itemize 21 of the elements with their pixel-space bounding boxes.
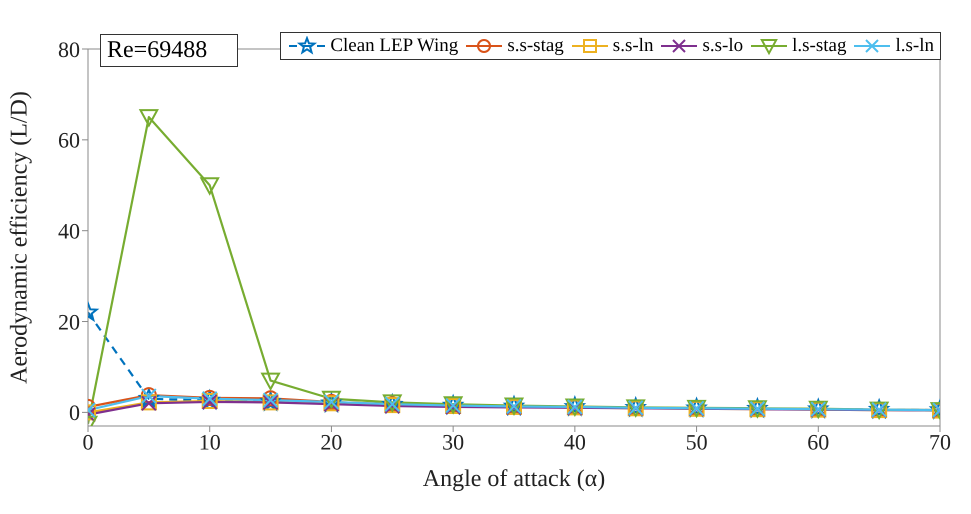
legend-label: l.s-stag	[792, 35, 846, 57]
legend-label: l.s-ln	[895, 35, 934, 57]
x-tick-label: 10	[198, 430, 221, 455]
y-tick-label: 0	[69, 400, 80, 426]
legend-label: Clean LEP Wing	[330, 35, 458, 57]
y-tick-label: 20	[58, 309, 80, 334]
y-tick-label: 40	[58, 218, 80, 244]
legend-label: s.s-ln	[612, 35, 654, 57]
x-tick-label: 60	[807, 430, 830, 455]
x-axis-title: Angle of attack (α)	[422, 466, 606, 492]
y-tick-label: 60	[58, 128, 80, 153]
x-tick-label: 50	[686, 430, 708, 455]
annotation: Re=69488	[100, 34, 238, 67]
legend-label: s.s-lo	[702, 35, 744, 57]
x-tick-label: 30	[442, 430, 464, 455]
y-axis-title: Aerodynamic efficiency (L/D)	[6, 91, 33, 384]
x-tick-label: 40	[564, 430, 586, 455]
y-tick-label: 80	[58, 36, 80, 62]
x-tick-label: 20	[320, 430, 342, 455]
x-tick-label: 70	[929, 430, 951, 455]
legend-label: s.s-stag	[507, 35, 564, 57]
